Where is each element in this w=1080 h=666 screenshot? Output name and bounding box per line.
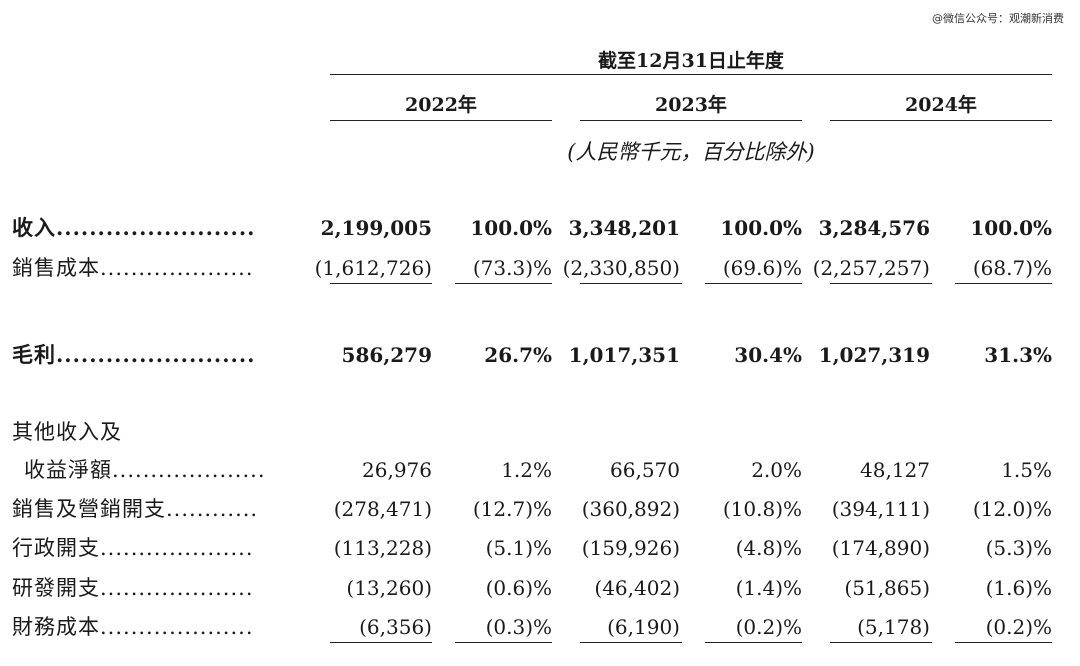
- underline: [705, 283, 802, 284]
- value-2023-percent: (1.4)%: [735, 576, 802, 600]
- value-2023-amount: (6,190): [607, 615, 680, 639]
- value-2022-percent: (12.7)%: [472, 497, 552, 521]
- table-row-other-income-heading: 其他收入及: [0, 417, 1080, 447]
- table-row-selling-marketing: 銷售及營銷開支............ (278,471) (12.7)% (3…: [0, 494, 1080, 524]
- value-2023-amount: 1,017,351: [568, 343, 680, 367]
- underline: [455, 642, 552, 643]
- value-2023-amount: (360,892): [581, 497, 680, 521]
- year-rule-2022: [330, 120, 552, 121]
- underline: [455, 283, 552, 284]
- value-2024-amount: 3,284,576: [818, 216, 930, 240]
- value-2022-percent: 100.0%: [470, 216, 552, 240]
- value-2022-percent: 26.7%: [484, 343, 552, 367]
- value-2023-percent: (69.6)%: [722, 256, 802, 280]
- value-2023-amount: (2,330,850): [562, 256, 680, 280]
- row-label: 銷售及營銷開支............: [12, 497, 259, 521]
- underline: [830, 642, 932, 643]
- value-2022-percent: (0.3)%: [485, 615, 552, 639]
- value-2024-amount: 1,027,319: [818, 343, 930, 367]
- row-label: 財務成本....................: [12, 615, 254, 639]
- value-2022-amount: (1,612,726): [314, 256, 432, 280]
- value-2024-percent: 100.0%: [970, 216, 1052, 240]
- table-row-revenue: 收入........................ 2,199,005 100…: [0, 213, 1080, 243]
- value-2024-percent: 1.5%: [1001, 458, 1052, 482]
- row-label: 收入........................: [12, 215, 256, 240]
- underline: [955, 283, 1052, 284]
- row-label: 收益淨額....................: [24, 458, 266, 482]
- value-2023-amount: (159,926): [581, 536, 680, 560]
- value-2022-percent: 1.2%: [501, 458, 552, 482]
- table-row-cost-of-sales: 銷售成本.................... (1,612,726) (73…: [0, 253, 1080, 284]
- value-2022-amount: (278,471): [333, 497, 432, 521]
- underline: [330, 642, 432, 643]
- value-2023-percent: 2.0%: [751, 458, 802, 482]
- value-2024-percent: (5.3)%: [985, 536, 1052, 560]
- value-2024-percent: (0.2)%: [985, 615, 1052, 639]
- value-2024-amount: (2,257,257): [812, 256, 930, 280]
- table-row-gross-profit: 毛利........................ 586,279 26.7%…: [0, 340, 1080, 370]
- underline: [580, 283, 682, 284]
- watermark: @微信公众号：观潮新消费: [932, 12, 1064, 25]
- value-2024-amount: 48,127: [860, 458, 930, 482]
- period-header: 截至12月31日止年度: [598, 50, 784, 72]
- value-2022-percent: (73.3)%: [472, 256, 552, 280]
- value-2022-amount: (13,260): [346, 576, 432, 600]
- row-label: 毛利........................: [12, 342, 256, 367]
- value-2024-percent: (12.0)%: [972, 497, 1052, 521]
- year-header-2023: 2023年: [655, 94, 727, 116]
- value-2024-amount: (394,111): [831, 497, 930, 521]
- year-header-2022: 2022年: [405, 94, 477, 116]
- value-2024-percent: 31.3%: [984, 343, 1052, 367]
- value-2023-percent: 100.0%: [720, 216, 802, 240]
- underline: [830, 283, 932, 284]
- value-2023-amount: 66,570: [610, 458, 680, 482]
- value-2024-percent: (1.6)%: [985, 576, 1052, 600]
- value-2022-percent: (0.6)%: [485, 576, 552, 600]
- value-2023-amount: (46,402): [594, 576, 680, 600]
- year-rule-2024: [830, 120, 1052, 121]
- value-2023-percent: 30.4%: [734, 343, 802, 367]
- value-2024-amount: (51,865): [844, 576, 930, 600]
- value-2022-amount: (113,228): [333, 536, 432, 560]
- value-2024-percent: (68.7)%: [972, 256, 1052, 280]
- value-2024-amount: (174,890): [831, 536, 930, 560]
- value-2023-percent: (0.2)%: [735, 615, 802, 639]
- value-2022-percent: (5.1)%: [485, 536, 552, 560]
- value-2024-amount: (5,178): [857, 615, 930, 639]
- row-label: 銷售成本....................: [12, 256, 254, 280]
- value-2022-amount: (6,356): [359, 615, 432, 639]
- year-header-2024: 2024年: [905, 94, 977, 116]
- value-2023-percent: (10.8)%: [722, 497, 802, 521]
- underline: [955, 642, 1052, 643]
- row-label: 行政開支....................: [12, 536, 254, 560]
- underline: [580, 642, 682, 643]
- unit-note: (人民幣千元，百分比除外): [567, 140, 815, 164]
- value-2022-amount: 2,199,005: [320, 216, 432, 240]
- table-row-finance-costs: 財務成本.................... (6,356) (0.3)% …: [0, 612, 1080, 643]
- value-2023-percent: (4.8)%: [735, 536, 802, 560]
- underline: [705, 642, 802, 643]
- row-label: 其他收入及: [12, 420, 122, 444]
- value-2022-amount: 586,279: [341, 343, 432, 367]
- table-row-admin-expenses: 行政開支.................... (113,228) (5.1)…: [0, 533, 1080, 563]
- period-rule: [330, 74, 1052, 75]
- underline: [330, 283, 432, 284]
- table-row-rnd-expenses: 研發開支.................... (13,260) (0.6)%…: [0, 573, 1080, 603]
- value-2022-amount: 26,976: [362, 458, 432, 482]
- row-label: 研發開支....................: [12, 576, 254, 600]
- year-rule-2023: [580, 120, 802, 121]
- value-2023-amount: 3,348,201: [568, 216, 680, 240]
- table-row-other-income-net: 收益淨額.................... 26,976 1.2% 66,…: [0, 455, 1080, 485]
